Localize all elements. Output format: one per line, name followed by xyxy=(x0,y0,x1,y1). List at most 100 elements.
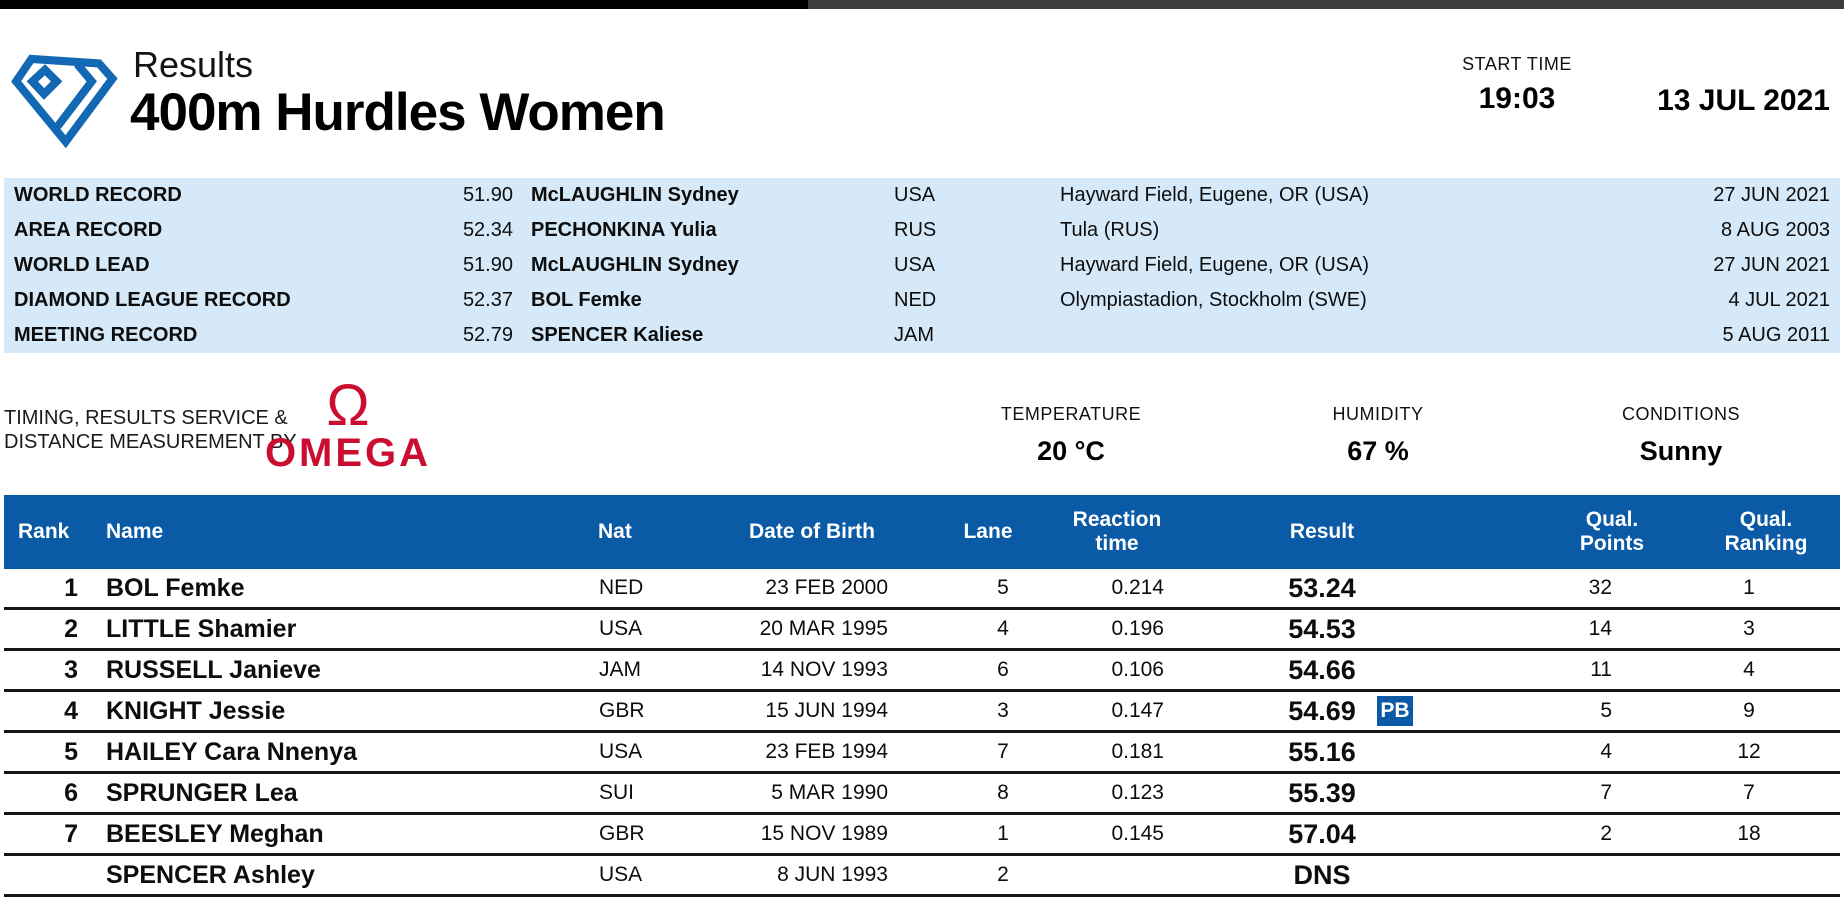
temperature-value: 20 °C xyxy=(1037,436,1105,466)
record-label: AREA RECORD xyxy=(14,219,163,241)
column-header-name: Name xyxy=(106,519,164,543)
result-row: 4 KNIGHT Jessie GBR 15 JUN 1994 3 0.147 … xyxy=(4,692,1840,733)
qual-ranking-cell: 9 xyxy=(1743,699,1755,722)
record-row: DIAMOND LEAGUE RECORD 52.37 BOL Femke NE… xyxy=(4,283,1840,318)
athlete-name-cell: SPRUNGER Lea xyxy=(106,779,298,807)
qual-points-cell: 2 xyxy=(1600,822,1612,845)
record-mark: 52.79 xyxy=(462,324,513,346)
rank-cell: 6 xyxy=(64,779,78,807)
column-header-lane: Lane xyxy=(963,519,1013,543)
top-bar-right-segment xyxy=(808,0,1844,9)
lane-cell: 7 xyxy=(997,740,1009,763)
column-header-qual-points: Qual. Points xyxy=(1579,507,1645,555)
athlete-name-cell: LITTLE Shamier xyxy=(106,615,297,643)
qual-points-cell: 11 xyxy=(1590,658,1612,681)
nat-cell: USA xyxy=(599,863,643,886)
date-of-birth-cell: 23 FEB 2000 xyxy=(765,576,888,599)
reaction-time-cell: 0.123 xyxy=(1111,781,1164,804)
nat-cell: GBR xyxy=(599,822,645,845)
column-header-rank: Rank xyxy=(18,519,70,543)
nat-cell: SUI xyxy=(599,781,635,804)
athlete-name-cell: BEESLEY Meghan xyxy=(106,820,324,848)
reaction-time-cell: 0.147 xyxy=(1111,699,1164,722)
lane-cell: 6 xyxy=(997,658,1009,681)
result-row: 2 LITTLE Shamier USA 20 MAR 1995 4 0.196… xyxy=(4,610,1840,651)
pb-badge: PB xyxy=(1377,696,1413,726)
date-of-birth-cell: 15 JUN 1994 xyxy=(765,699,888,722)
record-athlete: PECHONKINA Yulia xyxy=(531,219,717,241)
record-athlete: McLAUGHLIN Sydney xyxy=(531,184,739,206)
record-label: MEETING RECORD xyxy=(14,324,198,346)
result-cell: 54.53 xyxy=(1288,614,1356,644)
result-row: 3 RUSSELL Janieve JAM 14 NOV 1993 6 0.10… xyxy=(4,651,1840,692)
athlete-name-cell: BOL Femke xyxy=(106,574,245,602)
nat-cell: NED xyxy=(599,576,644,599)
record-mark: 52.37 xyxy=(462,289,513,311)
column-header-date-of-birth: Date of Birth xyxy=(749,519,875,543)
record-row: WORLD RECORD 51.90 McLAUGHLIN Sydney USA… xyxy=(4,178,1840,213)
qual-ranking-cell: 18 xyxy=(1737,822,1761,845)
result-cell: 55.39 xyxy=(1288,778,1356,808)
athlete-name-cell: SPENCER Ashley xyxy=(106,861,315,889)
rank-cell: 4 xyxy=(64,697,78,725)
table-header: Rank Name Nat Date of Birth Lane Reactio… xyxy=(4,495,1840,569)
date-of-birth-cell: 20 MAR 1995 xyxy=(759,617,888,640)
rank-cell: 1 xyxy=(64,574,78,602)
record-date: 8 AUG 2003 xyxy=(1721,219,1830,241)
column-header-nat: Nat xyxy=(598,519,632,543)
record-label: WORLD RECORD xyxy=(14,184,182,206)
timing-note-line2: DISTANCE MEASUREMENT BY xyxy=(4,431,297,453)
column-header-result: Result xyxy=(1289,519,1355,543)
nat-cell: JAM xyxy=(599,658,641,681)
omega-symbol-icon: Ω xyxy=(326,373,370,438)
result-cell: 54.69 xyxy=(1288,696,1356,726)
lane-cell: 1 xyxy=(997,822,1009,845)
record-athlete: BOL Femke xyxy=(531,289,642,311)
qual-ranking-cell: 3 xyxy=(1743,617,1755,640)
lane-cell: 4 xyxy=(997,617,1009,640)
result-cell: 57.04 xyxy=(1288,819,1356,849)
record-row: MEETING RECORD 52.79 SPENCER Kaliese JAM… xyxy=(4,318,1840,353)
results-label: Results xyxy=(133,44,254,85)
record-label: DIAMOND LEAGUE RECORD xyxy=(14,289,291,311)
column-header-qual-ranking: Qual. Ranking xyxy=(1724,507,1808,555)
temperature-label: TEMPERATURE xyxy=(1000,404,1142,424)
lane-cell: 5 xyxy=(997,576,1009,599)
conditions-label: CONDITIONS xyxy=(1621,404,1740,424)
record-nat: RUS xyxy=(894,219,937,241)
timing-note-line1: TIMING, RESULTS SERVICE & xyxy=(4,407,288,429)
record-date: 27 JUN 2021 xyxy=(1713,184,1830,206)
top-bar xyxy=(0,0,1844,9)
result-cell: DNS xyxy=(1293,860,1351,890)
nat-cell: USA xyxy=(599,740,643,763)
start-time-block: START TIME 19:03 xyxy=(1417,54,1617,116)
record-nat: USA xyxy=(894,254,936,276)
qual-ranking-cell: 1 xyxy=(1743,576,1755,599)
record-nat: JAM xyxy=(894,324,934,346)
record-nat: NED xyxy=(894,289,937,311)
record-mark: 51.90 xyxy=(462,184,513,206)
result-cell: 54.66 xyxy=(1288,655,1356,685)
nat-cell: GBR xyxy=(599,699,645,722)
conditions-block: CONDITIONS Sunny xyxy=(1531,404,1831,467)
record-date: 27 JUN 2021 xyxy=(1713,254,1830,276)
date-of-birth-cell: 15 NOV 1989 xyxy=(760,822,888,845)
reaction-time-cell: 0.106 xyxy=(1111,658,1164,681)
record-athlete: McLAUGHLIN Sydney xyxy=(531,254,739,276)
result-row: 7 BEESLEY Meghan GBR 15 NOV 1989 1 0.145… xyxy=(4,815,1840,856)
record-date: 5 AUG 2011 xyxy=(1722,324,1830,346)
omega-wordmark: OMEGA xyxy=(264,431,432,475)
reaction-time-cell: 0.196 xyxy=(1111,617,1164,640)
result-cell: 53.24 xyxy=(1288,573,1356,603)
reaction-time-cell: 0.214 xyxy=(1111,576,1164,599)
date-of-birth-cell: 23 FEB 1994 xyxy=(765,740,888,763)
result-row: 6 SPRUNGER Lea SUI 5 MAR 1990 8 0.123 55… xyxy=(4,774,1840,815)
athlete-name-cell: HAILEY Cara Nnenya xyxy=(106,738,358,766)
record-athlete: SPENCER Kaliese xyxy=(531,324,704,346)
timing-service-note: TIMING, RESULTS SERVICE & DISTANCE MEASU… xyxy=(4,406,297,454)
reaction-time-cell: 0.181 xyxy=(1111,740,1164,763)
record-venue: Tula (RUS) xyxy=(1060,219,1160,241)
result-row: 5 HAILEY Cara Nnenya USA 23 FEB 1994 7 0… xyxy=(4,733,1840,774)
table-body: 1 BOL Femke NED 23 FEB 2000 5 0.214 53.2… xyxy=(4,569,1840,897)
